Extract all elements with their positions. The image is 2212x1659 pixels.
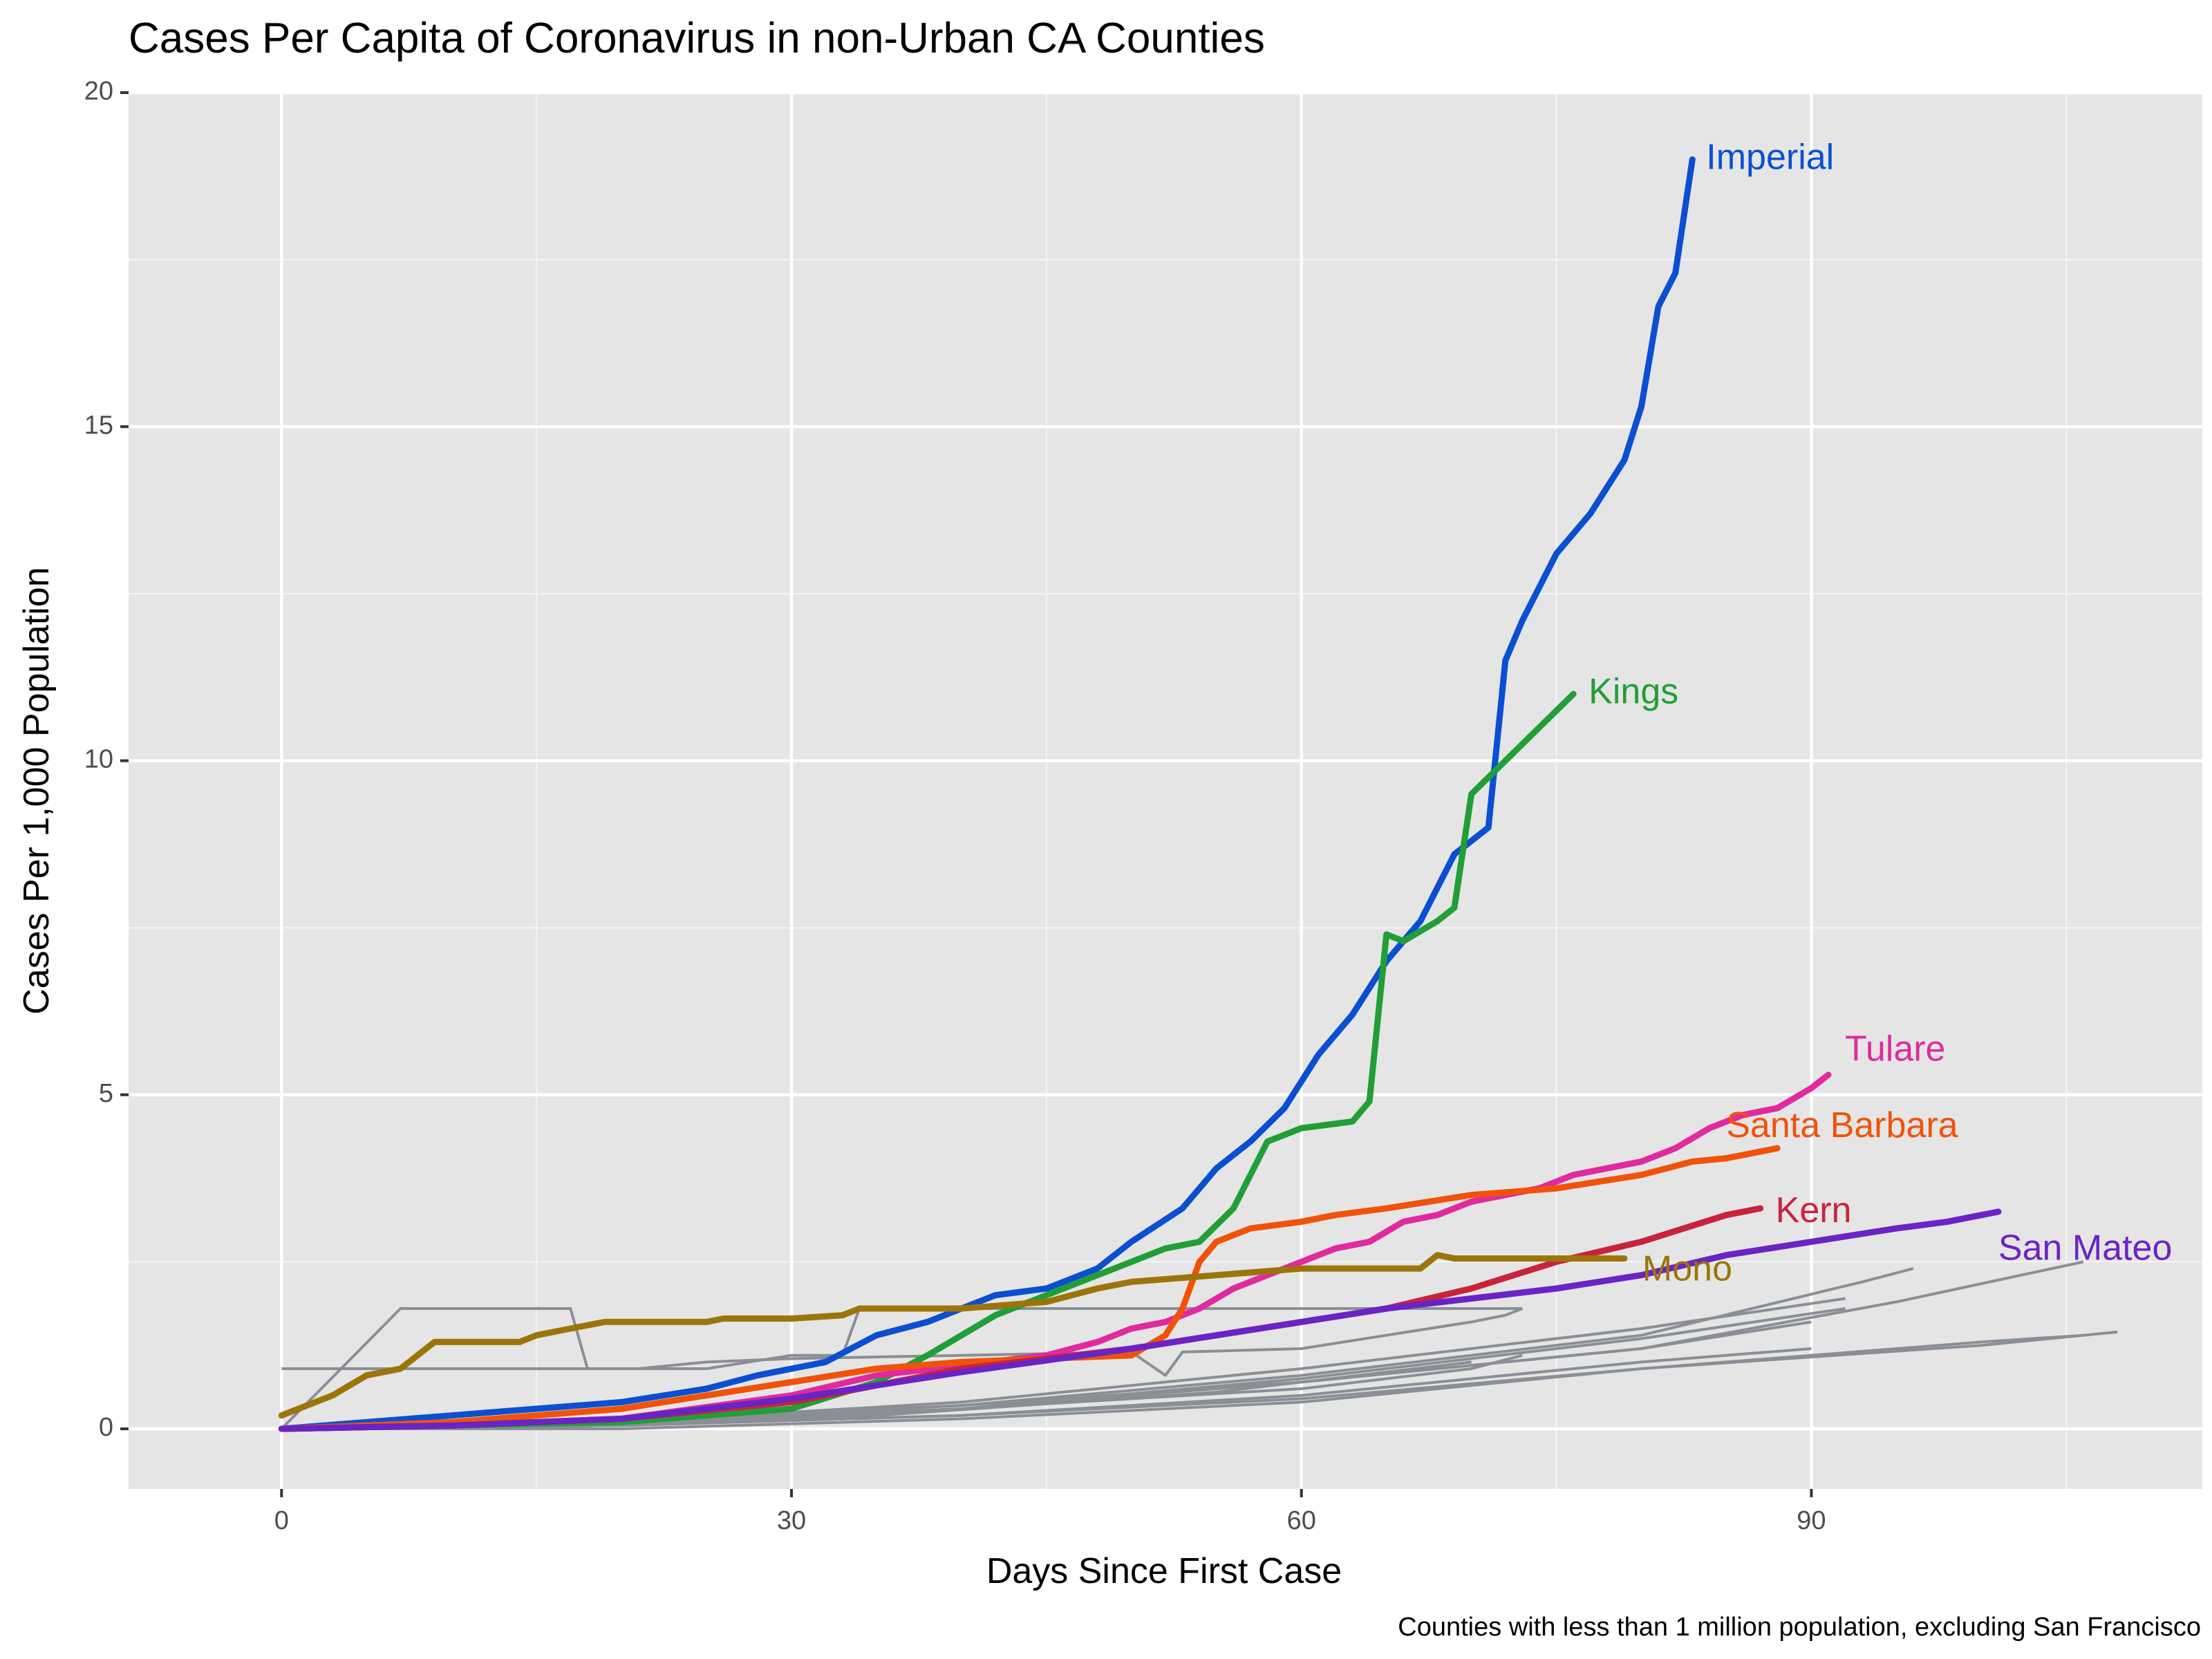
x-axis-title: Days Since First Case	[986, 1551, 1342, 1591]
series-label-tulare: Tulare	[1845, 1029, 1945, 1069]
line-santa-barbara	[278, 1145, 1781, 1432]
series-labels: Imperial Kings Tulare Santa Barbara Kern San …	[1588, 137, 2172, 1288]
series-label-santa-barbara: Santa Barbara	[1726, 1105, 1958, 1145]
x-tick-label: 90	[1797, 1506, 1826, 1535]
line-kings	[278, 691, 1577, 1432]
y-tick-label: 10	[84, 745, 113, 774]
series-label-kern: Kern	[1776, 1190, 1852, 1230]
line-imperial	[278, 156, 1696, 1432]
major-grid	[129, 91, 2202, 1489]
line-mono	[278, 1252, 1628, 1419]
x-tick-label: 0	[274, 1506, 289, 1535]
y-tick-label: 5	[99, 1079, 113, 1108]
y-axis-title: Cases Per 1,000 Population	[17, 567, 57, 1015]
line-tulare	[278, 1071, 1832, 1432]
other-county-line	[281, 1333, 2084, 1430]
minor-grid	[129, 93, 2202, 1489]
y-axis: 0 5 10 15 20	[84, 77, 129, 1442]
other-county-line	[281, 1307, 1524, 1377]
x-tick-label: 30	[777, 1506, 806, 1535]
series-label-mono: Mono	[1642, 1248, 1732, 1288]
x-axis: 0 30 60 90	[274, 1489, 1826, 1535]
chart-title: Cases Per Capita of Coronavirus in non-U…	[129, 15, 1265, 62]
series-label-san-mateo: San Mateo	[1998, 1228, 2173, 1268]
line-san-mateo	[278, 1208, 2002, 1432]
plot-panel	[129, 93, 2202, 1489]
y-tick-label: 0	[99, 1413, 113, 1442]
chart-caption: Counties with less than 1 million popula…	[1398, 1613, 2201, 1642]
x-tick-label: 60	[1287, 1506, 1316, 1535]
highlighted-county-lines	[278, 156, 2002, 1432]
y-tick-label: 20	[84, 77, 113, 106]
y-tick-label: 15	[84, 411, 113, 440]
series-label-kings: Kings	[1588, 672, 1678, 712]
series-label-imperial: Imperial	[1706, 137, 1834, 177]
